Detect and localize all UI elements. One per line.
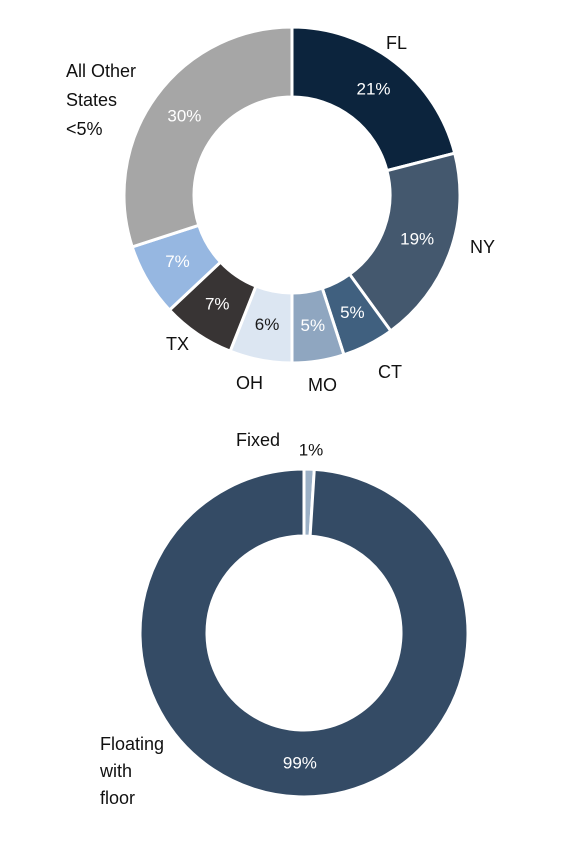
category-label-line: All Other [66, 61, 136, 81]
category-label-line: <5% [66, 119, 103, 139]
slice-floating-with-floor [138, 467, 470, 799]
category-label-oh: OH [236, 373, 263, 393]
value-label-oh: 6% [255, 315, 280, 334]
value-label-tx: 7% [205, 294, 230, 313]
slice-all-other-states-5 [122, 25, 294, 249]
category-label-line: floor [100, 788, 135, 808]
category-label-ct: CT [378, 362, 402, 382]
category-label-tx: TX [166, 334, 189, 354]
category-label-line: Fixed [236, 430, 280, 450]
category-label-mo: MO [308, 375, 337, 395]
donut-chart-2: 1% 99% Fixed Floating with floor [99, 430, 470, 808]
category-label-line: with [99, 761, 132, 781]
value-label-fl: 21% [357, 79, 391, 98]
value-label-mo: 5% [301, 316, 326, 335]
slice-fl [290, 25, 457, 173]
category-label-line: FL [386, 33, 407, 53]
category-label-line: Floating [100, 734, 164, 754]
category-label-line: States [66, 90, 117, 110]
category-label-line: TX [166, 334, 189, 354]
value-label-fixed: 1% [299, 440, 324, 459]
value-label-ct: 5% [340, 303, 365, 322]
category-label-line: OH [236, 373, 263, 393]
category-label-floating-with-floor: Floating with floor [99, 734, 164, 808]
category-label-fixed: Fixed [236, 430, 280, 450]
donut-chart-1: 21% 19% 5% 5% 6% 7% 7% 30% FL NY CT MO OH TX All Other… [66, 25, 495, 395]
category-label-line: MO [308, 375, 337, 395]
category-label-fl: FL [386, 33, 407, 53]
value-label-floating-with-floor: 99% [283, 753, 317, 772]
category-label-all-other-states-5: All Other States <5% [66, 61, 136, 139]
category-label-ny: NY [470, 237, 495, 257]
value-label-all-other-states-5: 30% [167, 106, 201, 125]
value-label-ny: 19% [400, 230, 434, 249]
value-label-unlabeled-6: 7% [165, 252, 190, 271]
category-label-line: CT [378, 362, 402, 382]
category-label-line: NY [470, 237, 495, 257]
